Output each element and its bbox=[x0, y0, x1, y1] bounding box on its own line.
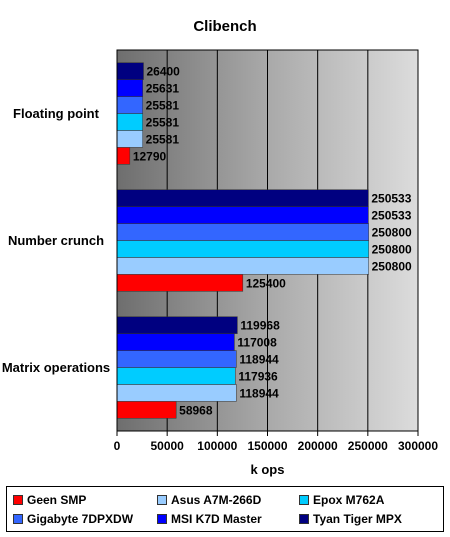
x-tick-label: 50000 bbox=[150, 439, 184, 453]
bar bbox=[116, 401, 177, 419]
legend-item: MSI K7D Master bbox=[157, 511, 262, 527]
legend-item: Asus A7M-266D bbox=[157, 492, 261, 508]
bar-value-label: 12790 bbox=[133, 149, 167, 163]
legend-item: Tyan Tiger MPX bbox=[299, 511, 402, 527]
bar bbox=[116, 367, 236, 385]
bar-value-label: 25631 bbox=[146, 82, 180, 96]
category-label: Matrix operations bbox=[1, 359, 111, 375]
bar bbox=[116, 316, 238, 334]
bar-value-label: 250800 bbox=[372, 242, 412, 256]
bar bbox=[116, 384, 237, 402]
legend-swatch bbox=[299, 495, 309, 505]
legend-item: Epox M762A bbox=[299, 492, 384, 508]
x-tick-label: 0 bbox=[114, 439, 121, 453]
bar bbox=[116, 333, 235, 351]
bar bbox=[116, 62, 144, 80]
bar bbox=[116, 257, 369, 275]
legend-label: MSI K7D Master bbox=[171, 512, 262, 526]
bar bbox=[116, 189, 369, 207]
legend-label: Tyan Tiger MPX bbox=[313, 512, 402, 526]
bar-value-label: 250533 bbox=[371, 209, 411, 223]
category-label: Floating point bbox=[13, 105, 99, 121]
bar bbox=[116, 79, 143, 97]
legend-swatch bbox=[13, 495, 23, 505]
legend-label: Gigabyte 7DPXDW bbox=[27, 512, 134, 526]
bar-value-label: 118944 bbox=[239, 353, 279, 367]
bar-value-label: 250800 bbox=[372, 259, 412, 273]
bar bbox=[116, 223, 369, 241]
legend-swatch bbox=[299, 514, 309, 524]
legend-label: Asus A7M-266D bbox=[171, 493, 262, 507]
bar bbox=[116, 96, 143, 114]
legend-item: Gigabyte 7DPXDW bbox=[13, 511, 133, 527]
bar-value-label: 250800 bbox=[372, 226, 412, 240]
plot-border bbox=[116, 49, 419, 432]
legend: Geen SMP Asus A7M-266D Epox M762A Gigabyte … bbox=[6, 486, 444, 532]
bar-value-label: 117936 bbox=[238, 369, 278, 383]
legend-item: Geen SMP bbox=[13, 492, 86, 508]
category-label: Number crunch bbox=[7, 232, 105, 248]
legend-label: Geen SMP bbox=[27, 493, 87, 507]
x-tick-label: 250000 bbox=[348, 439, 388, 453]
bar-value-label: 25581 bbox=[146, 99, 180, 113]
x-tick-label: 150000 bbox=[247, 439, 287, 453]
bar bbox=[116, 274, 244, 292]
bar-value-label: 25581 bbox=[146, 115, 180, 129]
bar bbox=[116, 206, 369, 224]
bar bbox=[116, 113, 143, 131]
bar bbox=[116, 350, 237, 368]
chart-title: Clibench bbox=[193, 18, 257, 35]
legend-swatch bbox=[157, 514, 167, 524]
x-tick-label: 200000 bbox=[298, 439, 338, 453]
legend-swatch bbox=[157, 495, 167, 505]
bar-chart: 12790 25581 25581 25581 25631 26400 125400 2508… bbox=[114, 49, 438, 453]
bar-value-label: 26400 bbox=[146, 65, 180, 79]
bar-value-label: 250533 bbox=[371, 192, 411, 206]
legend-label: Epox M762A bbox=[313, 493, 385, 507]
bar-value-label: 125400 bbox=[246, 276, 286, 290]
bar-value-label: 119968 bbox=[240, 319, 280, 333]
x-tick-label: 100000 bbox=[197, 439, 237, 453]
bar-value-label: 58968 bbox=[179, 403, 213, 417]
bar bbox=[116, 147, 131, 165]
bar-value-label: 25581 bbox=[146, 132, 180, 146]
bar-value-label: 118944 bbox=[239, 386, 279, 400]
legend-swatch bbox=[13, 514, 23, 524]
bar-value-label: 117008 bbox=[237, 336, 277, 350]
x-tick-label: 300000 bbox=[398, 439, 438, 453]
bar bbox=[116, 130, 143, 148]
x-axis-label: k ops bbox=[250, 462, 285, 477]
bar bbox=[116, 240, 369, 258]
